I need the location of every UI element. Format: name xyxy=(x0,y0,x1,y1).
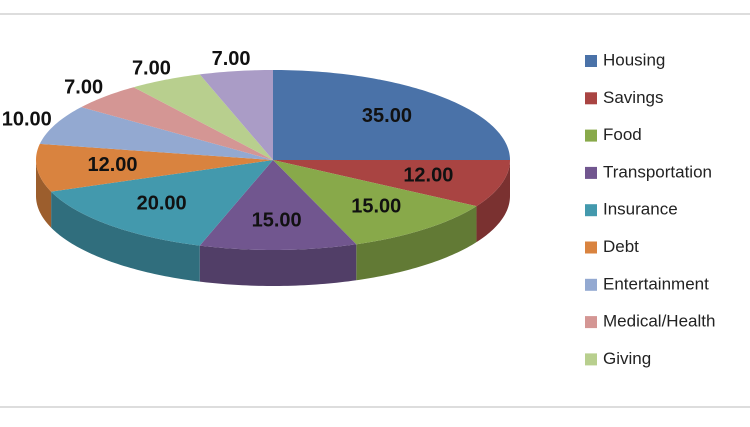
slice-side xyxy=(356,206,477,281)
value-label: 35.00 xyxy=(362,105,412,127)
legend-swatch xyxy=(585,353,597,366)
slice xyxy=(133,74,273,160)
slice-side xyxy=(36,160,52,228)
legend-label: Debt xyxy=(603,237,639,256)
slice xyxy=(273,160,510,207)
legend-swatch xyxy=(585,316,597,329)
value-label: 10.00 xyxy=(2,108,52,130)
legend-label: Transportation xyxy=(603,162,712,181)
value-labels: 35.0012.0015.0015.0020.0012.0010.007.007… xyxy=(2,48,454,232)
legend-swatch xyxy=(585,204,597,217)
legend-label: Insurance xyxy=(603,200,678,219)
legend-label: Food xyxy=(603,125,642,144)
value-label: 7.00 xyxy=(212,48,251,70)
slice xyxy=(36,143,274,192)
legend: Housing Savings Food Transportation Insuranc… xyxy=(585,50,715,368)
legend-swatch xyxy=(585,55,597,67)
value-label: 15.00 xyxy=(351,195,401,217)
slice-side xyxy=(51,191,200,282)
value-label: 12.00 xyxy=(87,154,137,176)
legend-swatch xyxy=(585,278,597,291)
slice xyxy=(51,160,273,246)
value-label: 12.00 xyxy=(403,165,453,187)
slice-side xyxy=(476,160,510,243)
legend-label: Housing xyxy=(603,50,665,69)
value-label: 7.00 xyxy=(64,76,103,98)
legend-swatch xyxy=(585,241,597,254)
slice xyxy=(199,70,273,160)
legend-swatch xyxy=(585,92,597,105)
legend-label: Medical/Health xyxy=(603,312,715,331)
pie-sides xyxy=(36,160,510,286)
legend-label: Entertainment xyxy=(603,274,709,293)
value-label: 20.00 xyxy=(137,193,187,215)
legend-swatch xyxy=(585,129,597,142)
slice xyxy=(199,160,357,250)
value-label: 7.00 xyxy=(132,58,171,80)
slice xyxy=(273,160,477,245)
pie-tops xyxy=(36,70,510,250)
slice-side xyxy=(199,244,357,286)
slice xyxy=(39,107,274,160)
legend-swatch xyxy=(585,166,597,179)
legend-label: Giving xyxy=(603,349,651,368)
value-label: 15.00 xyxy=(252,209,302,231)
legend-label: Savings xyxy=(603,88,663,107)
slice xyxy=(273,70,510,160)
slice xyxy=(81,87,273,160)
